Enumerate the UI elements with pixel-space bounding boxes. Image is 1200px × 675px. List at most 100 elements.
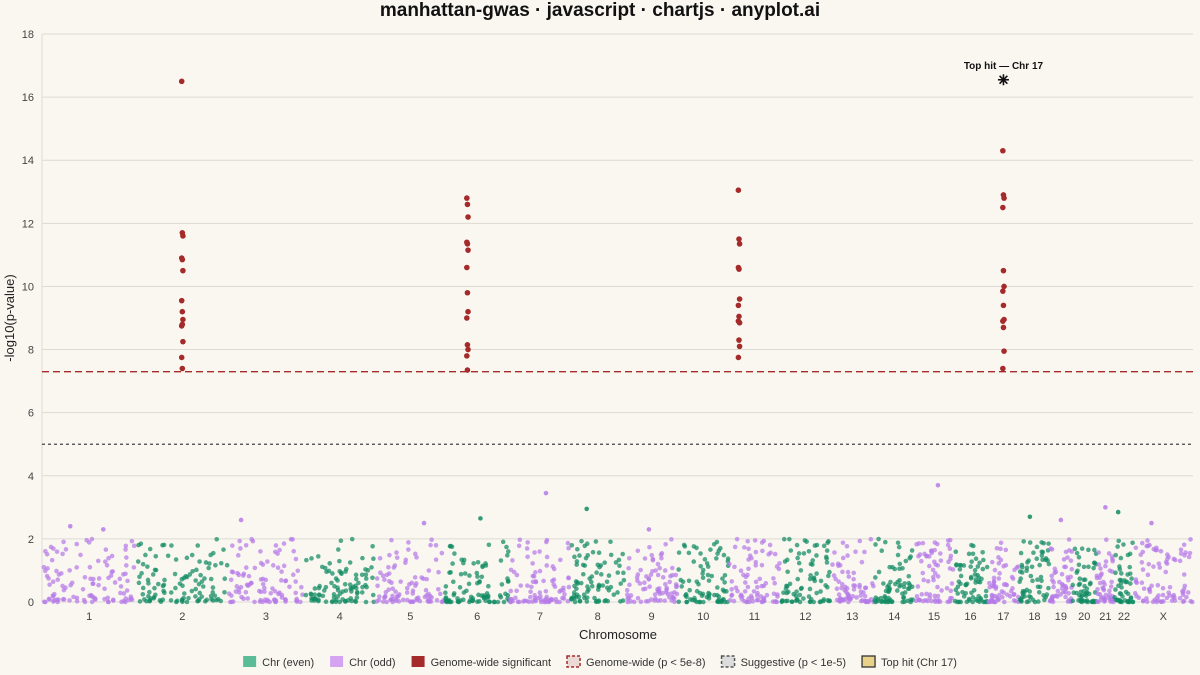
data-point — [520, 599, 526, 604]
data-point — [1066, 537, 1072, 542]
data-point — [162, 577, 167, 583]
data-point — [525, 583, 530, 588]
data-point — [404, 585, 410, 591]
data-point — [627, 582, 632, 588]
data-point — [504, 553, 510, 558]
data-point — [938, 558, 944, 563]
data-point — [702, 557, 708, 562]
data-point — [994, 595, 1000, 601]
data-point — [1177, 558, 1183, 564]
data-point — [796, 551, 802, 556]
data-point — [92, 596, 98, 601]
data-point — [759, 583, 765, 589]
data-point — [108, 573, 114, 578]
data-point — [924, 591, 929, 597]
data-point — [643, 586, 648, 592]
data-point — [753, 559, 759, 565]
data-point — [1003, 547, 1009, 553]
legend-item[interactable]: Top hit (Chr 17) — [861, 655, 957, 669]
top-hit-marker: Top hit — Chr 17 — [964, 61, 1044, 86]
data-point — [140, 591, 146, 597]
data-point — [814, 571, 819, 576]
data-point — [929, 598, 934, 604]
data-point — [761, 595, 767, 601]
data-point — [1026, 594, 1032, 599]
top-hit-annotation: Top hit — Chr 17 — [964, 61, 1044, 72]
data-point — [879, 548, 885, 554]
data-point — [123, 543, 129, 549]
data-point — [840, 555, 846, 561]
data-point — [196, 581, 202, 587]
data-point — [814, 590, 819, 596]
data-point — [1094, 573, 1100, 579]
data-point — [895, 540, 901, 546]
data-point — [768, 550, 773, 556]
data-point — [759, 562, 765, 568]
data-point — [585, 589, 590, 594]
data-point — [795, 576, 801, 582]
data-point — [60, 551, 65, 557]
significant-point — [735, 354, 742, 361]
data-point — [1170, 594, 1176, 599]
data-point — [1118, 577, 1124, 583]
data-point — [930, 574, 936, 580]
data-point — [198, 572, 203, 578]
data-point — [382, 593, 388, 599]
data-point — [118, 590, 123, 596]
data-point — [1156, 561, 1162, 566]
data-point — [1063, 586, 1069, 591]
data-point — [881, 581, 886, 586]
data-point — [1118, 555, 1124, 561]
y-tick-label: 4 — [28, 471, 34, 483]
legend-item[interactable]: Suggestive (p < 1e-5) — [720, 655, 846, 669]
data-point — [727, 597, 733, 603]
data-point — [1123, 589, 1129, 595]
data-point — [925, 598, 930, 604]
data-point — [787, 536, 792, 542]
data-point — [524, 546, 530, 551]
data-point — [67, 598, 72, 603]
data-point — [1122, 578, 1127, 583]
legend-label: Genome-wide (p < 5e-8) — [586, 657, 706, 669]
data-point — [784, 583, 789, 589]
data-point — [50, 593, 56, 598]
legend-item[interactable]: Genome-wide (p < 5e-8) — [566, 655, 706, 669]
data-point — [394, 550, 399, 555]
data-point — [1165, 552, 1170, 557]
data-point — [683, 593, 688, 598]
data-point — [451, 591, 457, 596]
data-point — [572, 599, 578, 605]
data-point — [773, 599, 778, 604]
data-point — [470, 598, 475, 604]
legend-item[interactable]: Chr (odd) — [330, 656, 396, 669]
data-point — [694, 599, 699, 605]
data-point — [1019, 570, 1025, 575]
data-point — [1139, 580, 1145, 586]
data-point — [145, 564, 150, 569]
data-point — [410, 591, 416, 596]
data-point — [996, 576, 1002, 581]
data-point — [960, 589, 965, 595]
legend-item[interactable]: Chr (even) — [243, 656, 314, 669]
data-point — [1018, 550, 1024, 556]
y-tick-label: 6 — [28, 408, 34, 420]
data-point — [573, 579, 579, 584]
data-point — [82, 575, 88, 580]
data-point — [1169, 598, 1175, 603]
data-point — [386, 587, 392, 592]
data-point — [283, 578, 289, 583]
data-point — [655, 561, 661, 567]
legend-label: Chr (even) — [262, 657, 314, 669]
data-point — [67, 523, 73, 529]
data-point — [290, 572, 296, 578]
data-point — [682, 544, 688, 549]
legend-item[interactable]: Genome-wide significant — [411, 656, 551, 669]
data-point — [538, 594, 543, 599]
data-point — [1098, 566, 1103, 571]
data-point — [722, 599, 728, 605]
data-point — [112, 580, 118, 585]
data-point — [312, 592, 318, 597]
data-point — [44, 552, 50, 557]
data-point — [69, 580, 75, 586]
data-point — [1116, 538, 1122, 544]
